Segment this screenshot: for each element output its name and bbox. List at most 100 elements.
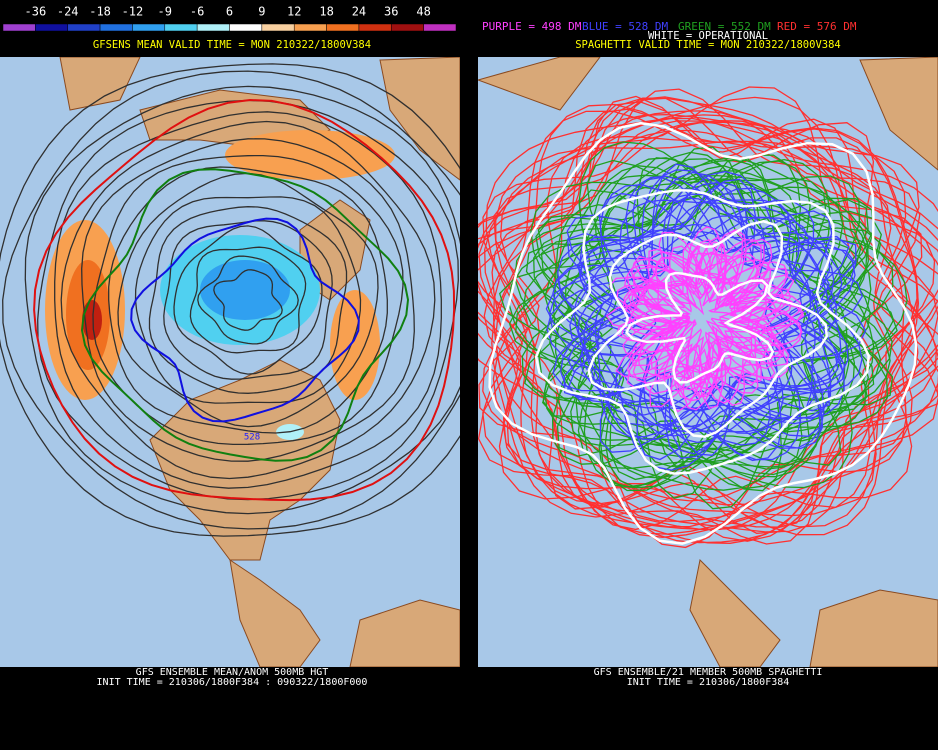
member-line bbox=[552, 230, 831, 433]
member-line bbox=[629, 226, 767, 401]
height-contour bbox=[54, 111, 442, 489]
colorbar-label: 48 bbox=[416, 5, 430, 19]
land bbox=[478, 57, 938, 667]
legend-entry: RED = 576 DM bbox=[777, 20, 857, 33]
member-line bbox=[560, 199, 849, 412]
colorbar-label: -24 bbox=[57, 5, 79, 19]
contour-528 bbox=[130, 217, 360, 423]
member-line bbox=[485, 114, 938, 531]
operational-label: WHITE = OPERATIONAL bbox=[648, 30, 768, 42]
colorbar-label: 24 bbox=[352, 5, 366, 19]
member-line bbox=[478, 96, 938, 528]
member-line bbox=[573, 170, 825, 449]
colorbar-swatch bbox=[391, 23, 424, 32]
member-line bbox=[491, 95, 919, 530]
colorbar-label: 6 bbox=[226, 5, 233, 19]
colorbar-label: 18 bbox=[319, 5, 333, 19]
operational-line bbox=[625, 271, 775, 384]
height-contour bbox=[163, 220, 333, 380]
member-line bbox=[631, 258, 777, 390]
spaghetti-lines bbox=[478, 86, 938, 549]
legend-entry: PURPLE = 498 DM bbox=[482, 20, 582, 33]
colorbar-swatch bbox=[358, 23, 392, 32]
height-contour bbox=[92, 154, 404, 446]
member-line bbox=[626, 228, 802, 404]
colorbar-label: -18 bbox=[89, 5, 111, 19]
member-line bbox=[478, 108, 938, 545]
member-line bbox=[605, 248, 805, 384]
right-map bbox=[478, 57, 938, 667]
member-line bbox=[552, 154, 848, 492]
contour-576 bbox=[33, 98, 456, 502]
colorbar-swatch bbox=[293, 23, 327, 32]
operational-line bbox=[587, 220, 828, 438]
colorbar-label: -6 bbox=[190, 5, 204, 19]
operational-line bbox=[534, 189, 870, 475]
member-line bbox=[478, 96, 938, 538]
colorbar-swatch bbox=[326, 23, 360, 32]
colorbar-label: 12 bbox=[287, 5, 301, 19]
colorbar-swatch bbox=[35, 23, 68, 32]
colorbar-label: 36 bbox=[384, 5, 398, 19]
member-line bbox=[514, 170, 868, 478]
contour-label: 528 bbox=[244, 433, 260, 443]
height-contour bbox=[37, 99, 459, 501]
height-contour bbox=[189, 246, 307, 354]
left-footer: INIT TIME = 210306/1800F384 : 090322/180… bbox=[97, 677, 368, 688]
colorbar-swatch bbox=[229, 23, 263, 32]
colorbar-swatch bbox=[196, 23, 230, 32]
operational-line bbox=[488, 121, 918, 545]
height-contour bbox=[197, 255, 299, 345]
height-contour bbox=[81, 138, 415, 462]
height-contour bbox=[213, 269, 283, 331]
legend-entry: BLUE = 528 DM bbox=[582, 20, 668, 33]
colorbar: -36 -24 -18 -12 -9 -6 6 9 12 18 24 36 48 bbox=[2, 5, 457, 32]
colorbar-swatch bbox=[423, 23, 457, 32]
member-line bbox=[554, 141, 875, 479]
height-contour bbox=[117, 172, 379, 428]
member-line bbox=[579, 192, 843, 450]
right-footer: GFS ENSEMBLE/21 MEMBER 500MB SPAGHETTI bbox=[594, 667, 823, 678]
right-title: SPAGHETTI VALID TIME = MON 210322/1800V3… bbox=[575, 39, 841, 51]
height-contour bbox=[24, 85, 460, 515]
colorbar-label: -12 bbox=[122, 5, 144, 19]
height-contour bbox=[60, 120, 436, 480]
height-contour bbox=[173, 225, 323, 375]
member-line bbox=[616, 242, 781, 402]
member-line bbox=[622, 230, 792, 413]
colorbar-swatch bbox=[67, 23, 101, 32]
left-title: GFSENS MEAN VALID TIME = MON 210322/1800… bbox=[93, 39, 371, 51]
left-map: 528 bbox=[0, 57, 460, 667]
contour-552 bbox=[80, 168, 410, 462]
right-footer: INIT TIME = 210306/1800F384 bbox=[627, 677, 790, 688]
member-line bbox=[478, 86, 938, 542]
contours bbox=[0, 63, 460, 537]
member-line bbox=[478, 120, 923, 523]
member-line bbox=[608, 252, 805, 394]
member-line bbox=[583, 169, 845, 440]
colorbar-label: 9 bbox=[258, 5, 265, 19]
member-line bbox=[478, 97, 938, 528]
member-line bbox=[545, 181, 857, 453]
colorbar-swatch bbox=[261, 23, 295, 32]
left-footer: GFS ENSEMBLE MEAN/ANOM 500MB HGT bbox=[136, 667, 329, 678]
colorbar-swatch bbox=[2, 23, 36, 32]
member-line bbox=[492, 101, 907, 549]
height-contour bbox=[2, 70, 460, 530]
colorbar-swatch bbox=[164, 23, 198, 32]
right-legend: PURPLE = 498 DM BLUE = 528 DM GREEN = 552 … bbox=[482, 20, 857, 33]
colorbar-swatch bbox=[132, 23, 166, 32]
height-contour bbox=[148, 206, 348, 394]
legend-entry: GREEN = 552 DM bbox=[678, 20, 771, 33]
divider bbox=[460, 0, 478, 750]
colorbar-swatch bbox=[99, 23, 133, 32]
member-line bbox=[579, 223, 856, 437]
member-line bbox=[551, 165, 861, 476]
member-line bbox=[637, 251, 802, 381]
member-line bbox=[484, 117, 938, 535]
colorbar-label: -9 bbox=[158, 5, 172, 19]
height-contour bbox=[0, 63, 460, 537]
member-line bbox=[535, 174, 894, 470]
